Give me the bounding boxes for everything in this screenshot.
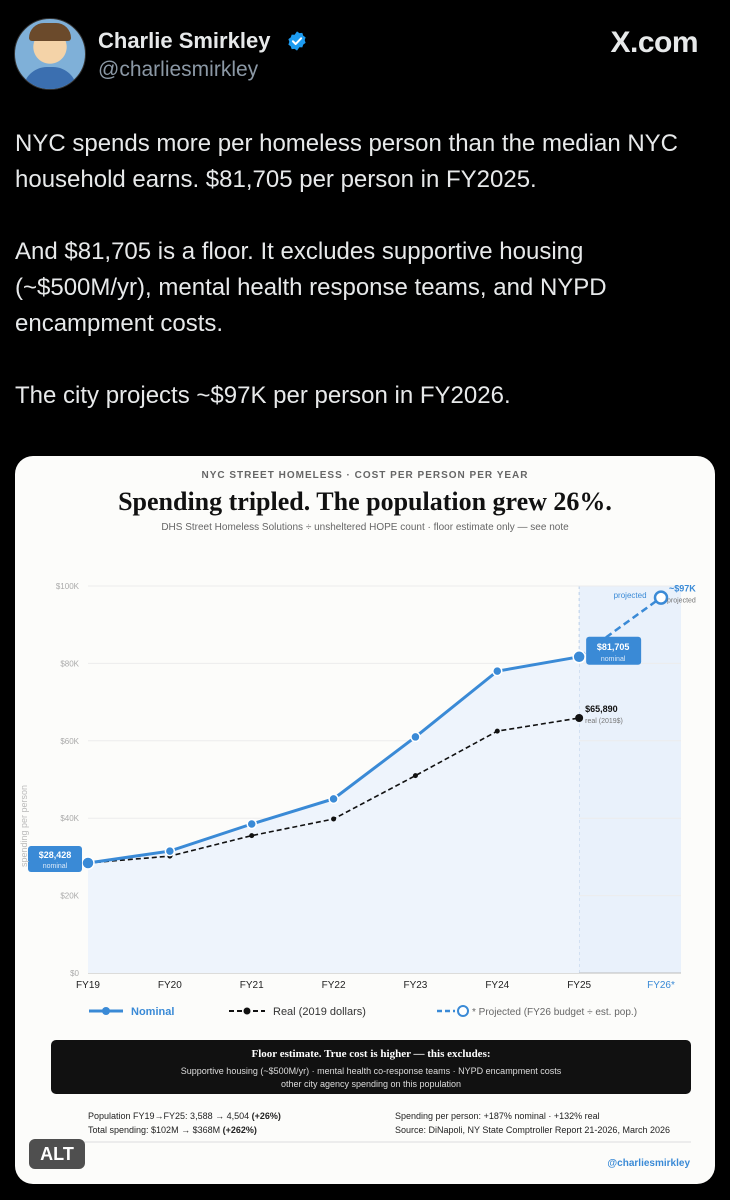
y-tick-label: $20K <box>60 892 79 901</box>
projected-label: projected <box>614 591 647 600</box>
chart-supertitle: NYC STREET HOMELESS · COST PER PERSON PE… <box>202 470 529 481</box>
nominal-point <box>164 845 176 857</box>
nominal-area <box>88 656 580 973</box>
y-tick-label: $60K <box>60 737 79 746</box>
legend-nominal: Nominal <box>131 1006 174 1018</box>
footer-per-person: Spending per person: +187% nominal · +13… <box>395 1111 600 1121</box>
nominal-point <box>492 665 503 677</box>
nominal-point <box>328 793 339 805</box>
tweet-paragraph: NYC spends more per homeless person than… <box>15 130 678 193</box>
nominal-point <box>246 818 257 830</box>
nominal-end-sub: nominal <box>601 656 626 663</box>
footer-source: Source: DiNapoli, NY State Comptroller R… <box>395 1125 670 1135</box>
y-tick-label: $80K <box>60 659 79 668</box>
real-point <box>249 833 255 839</box>
x-tick-label: FY19 <box>76 980 100 991</box>
avatar[interactable] <box>14 18 86 90</box>
post-header: Charlie Smirkley @charliesmirkley X.com <box>14 18 716 98</box>
note-line-1: Supportive housing (~$500M/yr) · mental … <box>181 1066 562 1076</box>
note-title: Floor estimate. True cost is higher — th… <box>251 1048 490 1060</box>
x-tick-label: FY25 <box>567 980 591 991</box>
footer-credit: @charliesmirkley <box>607 1158 690 1169</box>
plot-area: projected $0 $20K $40K $60K $80K $100K FY19 FY20… <box>28 582 696 991</box>
svg-text:Total spending: $102M → $368M: Total spending: $102M → $368M (+262%) <box>88 1125 257 1135</box>
svg-text:Population FY19→FY25: 3,588 →: Population FY19→FY25: 3,588 → 4,504 (+26… <box>88 1111 281 1121</box>
nominal-point <box>81 856 95 870</box>
chart-footer: Population FY19→FY25: 3,588 → 4,504 (+26… <box>51 1111 691 1169</box>
real-point <box>412 773 418 779</box>
y-tick-label: $100K <box>56 582 80 591</box>
projected-value: ~$97K <box>669 584 696 594</box>
footer-spending: Total spending: $102M → $368M <box>88 1125 223 1135</box>
chart-subtitle: DHS Street Homeless Solutions ÷ unshelte… <box>161 522 569 533</box>
projected-sub: projected <box>667 598 696 605</box>
tweet-text: NYC spends more per homeless person than… <box>15 126 715 450</box>
real-point <box>331 816 337 822</box>
author-name[interactable]: Charlie Smirkley <box>98 28 271 53</box>
footer-population: Population FY19→FY25: 3,588 → 4,504 <box>88 1111 252 1121</box>
author-handle[interactable]: @charliesmirkley <box>98 58 259 81</box>
nominal-point <box>572 650 586 664</box>
x-tick-label: FY23 <box>403 980 427 991</box>
x-logo: X.com <box>610 26 698 59</box>
real-point <box>494 728 500 734</box>
legend-projected: * Projected (FY26 budget ÷ est. pop.) <box>472 1007 637 1018</box>
y-tick-label: $40K <box>60 814 79 823</box>
nominal-point <box>410 731 421 743</box>
x-tick-label: FY21 <box>240 980 264 991</box>
start-value: $28,428 <box>39 850 72 860</box>
start-sub: nominal <box>43 863 68 870</box>
verified-badge-icon <box>288 31 306 51</box>
nominal-end-value: $81,705 <box>597 642 630 652</box>
note-box: Floor estimate. True cost is higher — th… <box>51 1040 691 1094</box>
nominal-end-box <box>586 636 642 665</box>
chart-svg: NYC STREET HOMELESS · COST PER PERSON PE… <box>19 470 696 1169</box>
chart-title: Spending tripled. The population grew 26… <box>118 487 612 516</box>
real-point <box>575 714 584 723</box>
tweet-paragraph: The city projects ~$97K per person in FY… <box>15 382 511 409</box>
legend: Nominal Real (2019 dollars) * Projected … <box>89 1005 637 1018</box>
x-tick-label: FY24 <box>485 980 509 991</box>
x-tick-label: FY22 <box>322 980 346 991</box>
real-end-value: $65,890 <box>585 704 618 714</box>
footer-spending-change: (+262%) <box>223 1125 257 1135</box>
alt-badge[interactable]: ALT <box>29 1139 85 1169</box>
y-tick-label: $0 <box>70 969 79 978</box>
chart-image[interactable]: NYC STREET HOMELESS · COST PER PERSON PE… <box>15 456 715 1184</box>
start-label-box <box>28 845 82 872</box>
note-line-2: other city agency spending on this popul… <box>281 1079 461 1089</box>
x-tick-label: FY26* <box>647 980 675 991</box>
tweet-paragraph: And $81,705 is a floor. It excludes supp… <box>15 238 607 337</box>
footer-population-change: (+26%) <box>252 1111 281 1121</box>
x-tick-label: FY20 <box>158 980 182 991</box>
projected-point <box>653 590 669 605</box>
real-end-sub: real (2019$) <box>585 718 623 725</box>
legend-real: Real (2019 dollars) <box>273 1006 366 1018</box>
y-axis-label: spending per person <box>19 785 29 867</box>
